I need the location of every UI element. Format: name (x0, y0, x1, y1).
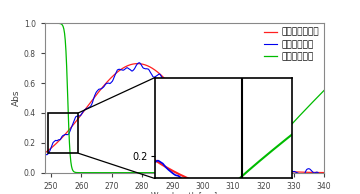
溶媒の透過率 (60, 23, 64, 26)
対照光法に溶媒 (43, 152, 47, 154)
対照光法は空 (283, 168, 288, 170)
対照光法は空 (255, 167, 259, 170)
対照光法に溶媒 (221, 146, 225, 149)
対照光法は空 (221, 145, 225, 147)
Y-axis label: Abs: Abs (12, 90, 21, 106)
対照光法に溶媒 (212, 138, 217, 141)
対照光法は空 (137, 61, 141, 64)
溶媒の透過率 (255, 163, 259, 165)
対照光法は空 (322, 175, 326, 177)
溶媒の透過率 (322, 89, 326, 92)
溶媒の透過率 (43, 22, 47, 24)
対照光法に溶媒 (205, 130, 210, 133)
溶媒の透過率 (221, 171, 225, 174)
溶媒の透過率 (212, 171, 216, 174)
Line: 溶媒の透過率: 溶媒の透過率 (45, 23, 324, 173)
溶媒の透過率 (205, 171, 209, 174)
対照光法は空 (60, 135, 64, 138)
Legend: 対照光法に溶媒, 対照光法は空, 溶媒の透過率: 対照光法に溶媒, 対照光法は空, 溶媒の透過率 (264, 28, 319, 61)
X-axis label: Wavelength [nm]: Wavelength [nm] (152, 192, 217, 194)
対照光法に溶媒 (255, 165, 259, 167)
Line: 対照光法は空: 対照光法は空 (45, 63, 324, 176)
対照光法に溶媒 (60, 136, 64, 139)
対照光法に溶媒 (322, 171, 326, 174)
対照光法は空 (205, 133, 210, 135)
対照光法は空 (320, 175, 325, 178)
対照光法は空 (212, 143, 217, 146)
対照光法に溶媒 (283, 170, 288, 172)
Bar (48, 113, 78, 153)
溶媒の透過率 (249, 171, 253, 174)
溶媒の透過率 (283, 130, 288, 132)
対照光法に溶媒 (135, 62, 140, 65)
対照光法は空 (43, 153, 47, 155)
Line: 対照光法に溶媒: 対照光法に溶媒 (45, 64, 324, 172)
